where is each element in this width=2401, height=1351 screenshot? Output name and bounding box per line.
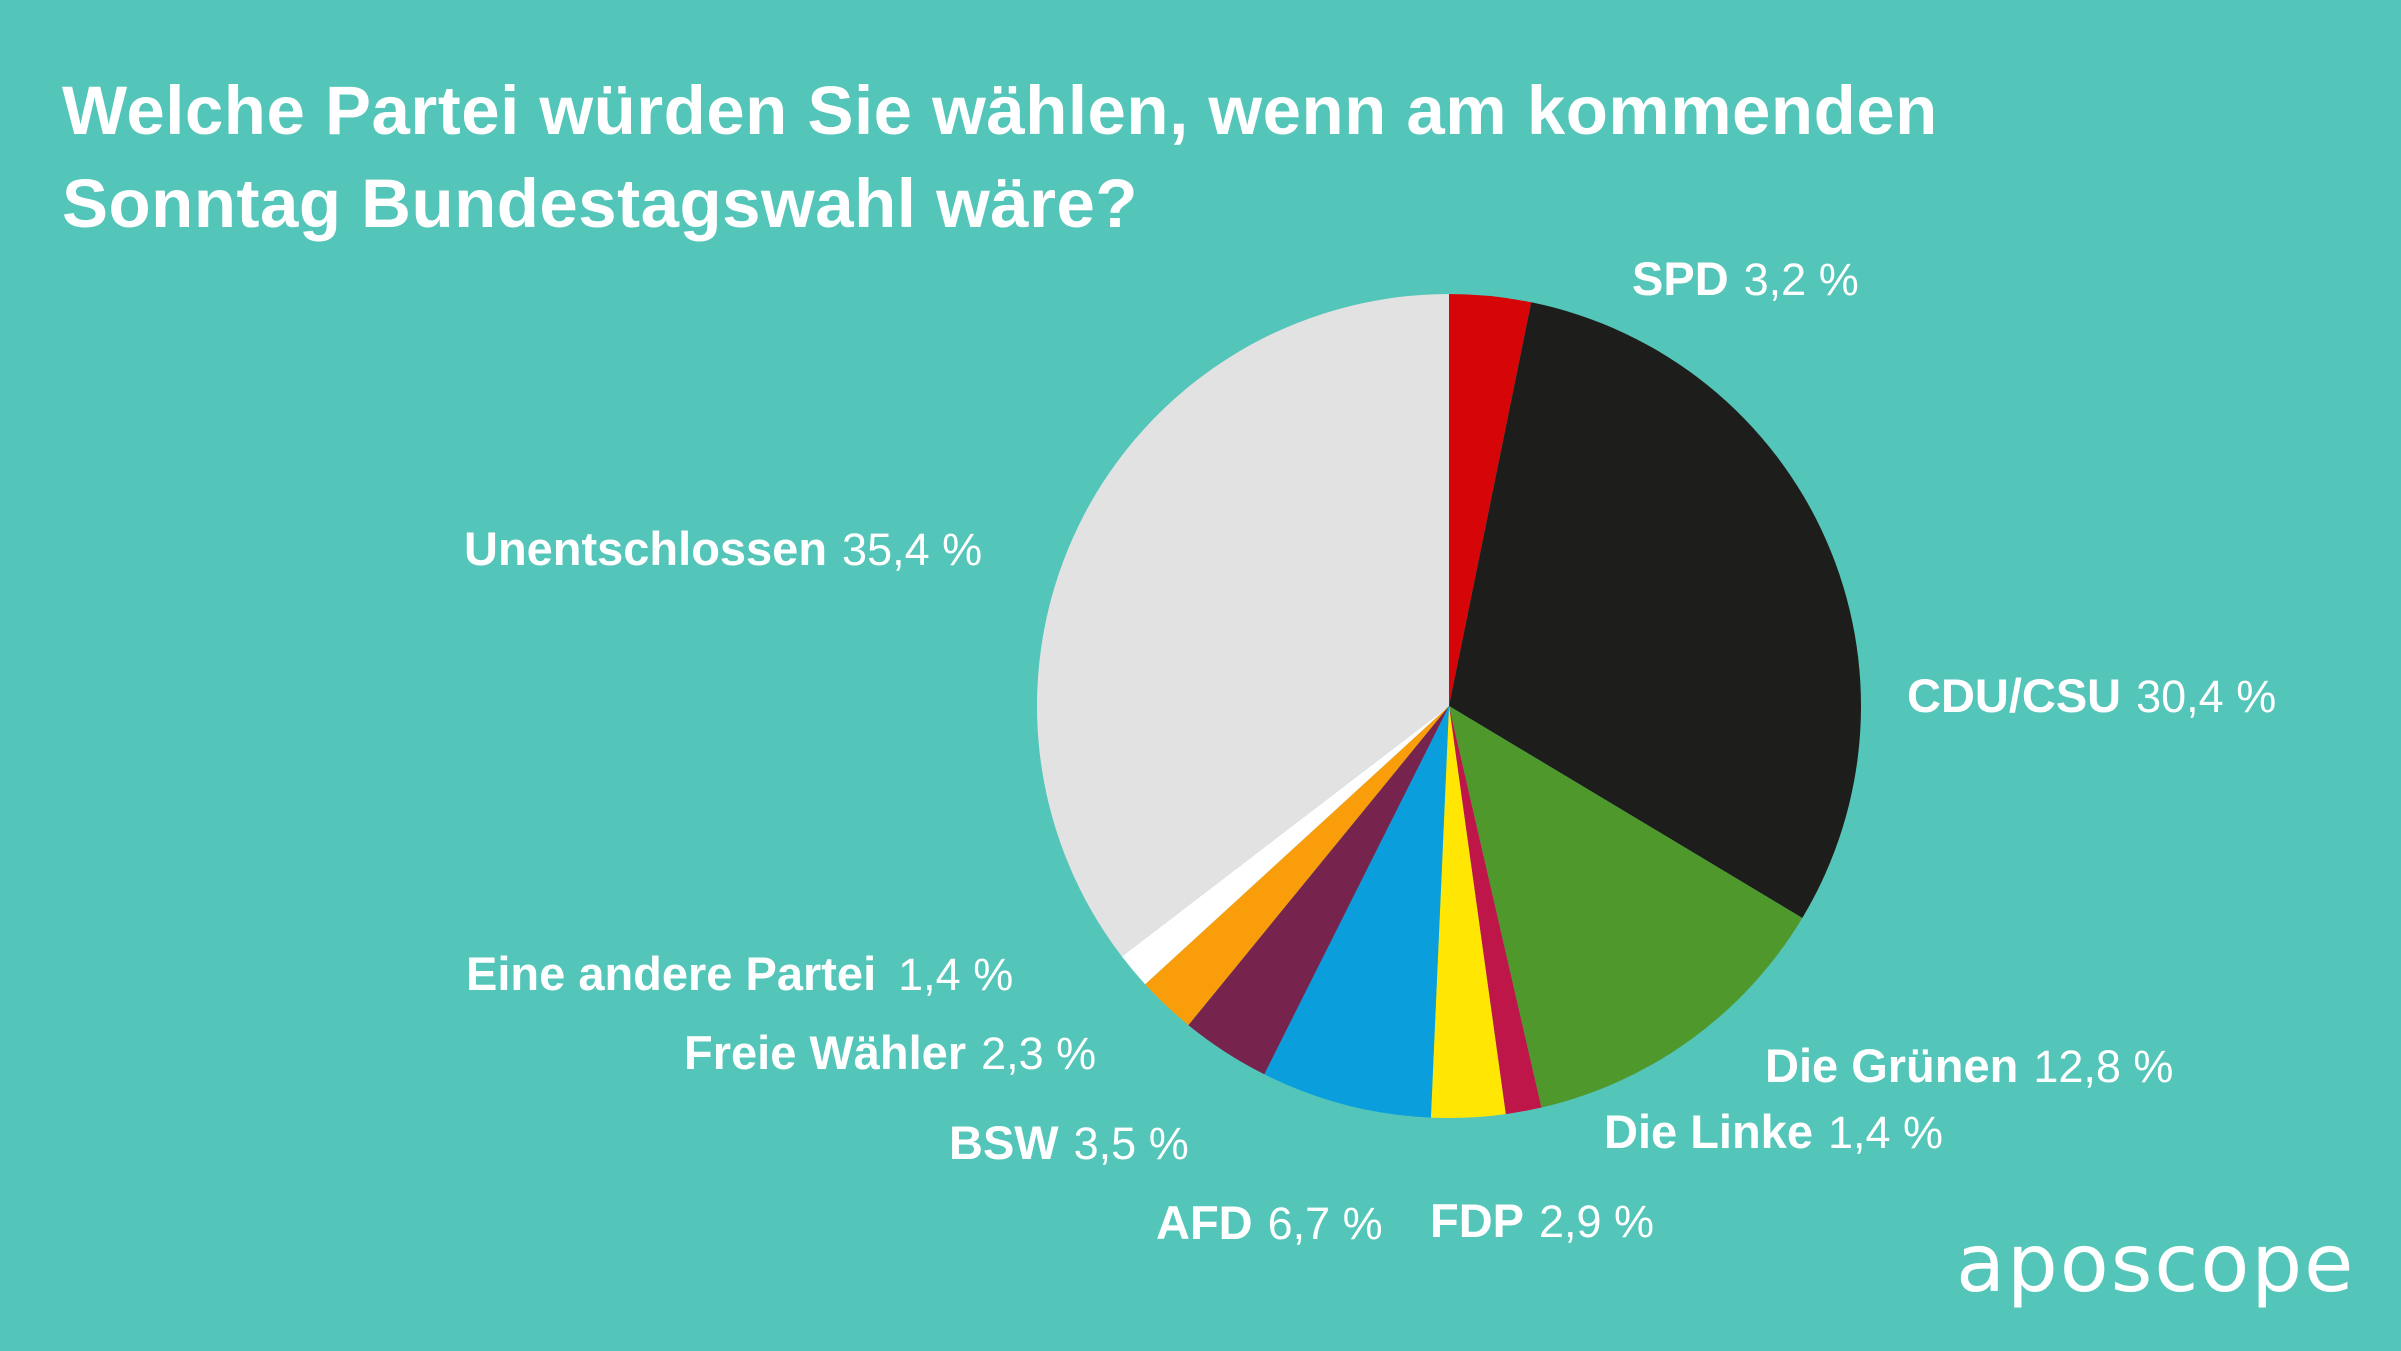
slice-value-fdp: 2,9 % — [1539, 1196, 1655, 1247]
slice-label-linke: Die Linke 1,4 % — [1604, 1108, 1943, 1156]
slice-label-freie-waehler: Freie Wähler 2,3 % — [684, 1029, 1096, 1077]
slice-label-cdu-csu: CDU/CSU 30,4 % — [1907, 672, 2276, 720]
pie-slice-freie-waehler — [1145, 706, 1449, 1026]
slice-label-gruene: Die Grünen 12,8 % — [1765, 1042, 2173, 1090]
slice-name-fdp: FDP — [1430, 1194, 1524, 1247]
pie-slice-afd — [1264, 706, 1449, 1118]
slice-name-linke: Die Linke — [1604, 1105, 1813, 1158]
slice-value-linke: 1,4 % — [1827, 1107, 1944, 1158]
slice-value-afd: 6,7 % — [1267, 1198, 1383, 1249]
pie-slice-gruene — [1449, 706, 1803, 1108]
pie-slice-cdu-csu — [1449, 302, 1861, 918]
slice-value-gruene: 12,8 % — [2033, 1041, 2174, 1092]
slice-name-spd: SPD — [1632, 252, 1729, 305]
slice-name-unentschlossen: Unentschlossen — [464, 522, 828, 575]
slice-name-afd: AFD — [1156, 1196, 1253, 1249]
pie-chart — [1024, 281, 1874, 1131]
slice-label-fdp: FDP 2,9 % — [1430, 1197, 1654, 1245]
slice-label-unentschlossen: Unentschlossen 35,4 % — [464, 525, 982, 573]
aposcope-logo: aposcope — [1956, 1217, 2356, 1310]
slice-label-andere: Eine andere Partei 1,4 % — [466, 950, 1013, 998]
slice-value-cdu-csu: 30,4 % — [2136, 671, 2277, 722]
pie-slice-unentschlossen — [1037, 294, 1449, 957]
pie-slice-linke — [1449, 706, 1542, 1115]
slice-label-bsw: BSW 3,5 % — [949, 1119, 1189, 1167]
pie-slice-spd — [1449, 294, 1532, 706]
slice-label-afd: AFD 6,7 % — [1156, 1199, 1383, 1247]
slice-value-spd: 3,2 % — [1743, 254, 1859, 305]
slice-name-gruene: Die Grünen — [1765, 1039, 2019, 1092]
pie-chart-svg — [1037, 294, 1861, 1118]
slice-value-freie-waehler: 2,3 % — [981, 1028, 1097, 1079]
pie-slice-bsw — [1188, 706, 1449, 1075]
pie-slice-fdp — [1430, 706, 1506, 1118]
pie-slice-andere — [1121, 706, 1449, 985]
slice-value-unentschlossen: 35,4 % — [842, 524, 983, 575]
slice-label-spd: SPD 3,2 % — [1632, 255, 1859, 303]
question-title: Welche Partei würden Sie wählen, wenn am… — [62, 72, 1938, 242]
slice-name-cdu-csu: CDU/CSU — [1907, 669, 2122, 722]
slice-name-andere: Eine andere Partei — [466, 947, 877, 1000]
slice-value-bsw: 3,5 % — [1073, 1118, 1189, 1169]
slice-name-freie-waehler: Freie Wähler — [684, 1026, 967, 1079]
slice-value-andere: 1,4 % — [898, 949, 1014, 1000]
slice-name-bsw: BSW — [949, 1116, 1059, 1169]
